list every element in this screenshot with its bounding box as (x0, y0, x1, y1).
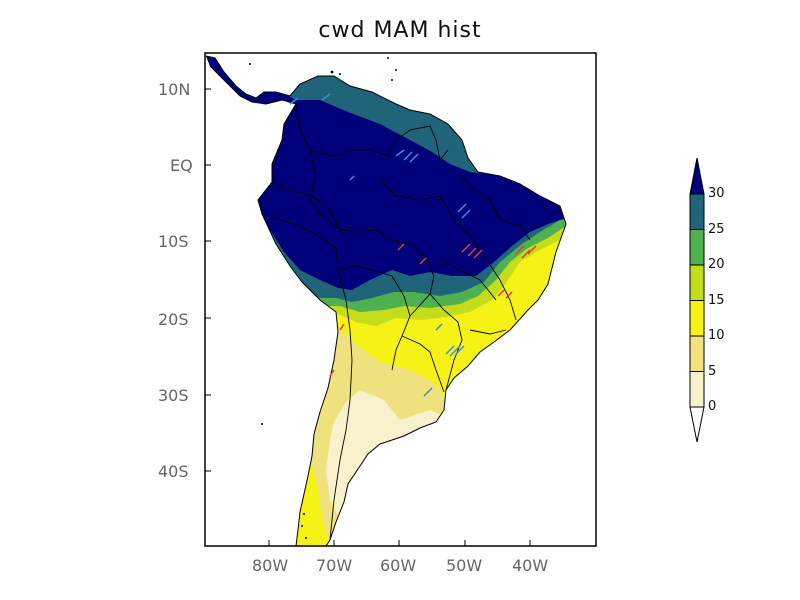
lon-tick-40w: 40W (512, 556, 549, 575)
colorbar-label-5: 5 (708, 364, 717, 379)
colorbar-label-0: 0 (708, 399, 717, 414)
lat-tick-marks (205, 88, 211, 472)
lon-tick-80w: 80W (252, 556, 289, 575)
country-borders (261, 103, 531, 541)
lon-tick-50w: 50W (446, 556, 483, 575)
map-frame (204, 52, 597, 547)
colorbar-bottom-arrow (689, 406, 705, 443)
coastline (205, 55, 567, 546)
colorbar-label-10: 10 (708, 328, 725, 343)
colorbar-box-0-5 (689, 371, 705, 408)
colorbar-box-10-15 (689, 300, 705, 337)
lat-tick-10n: 10N (158, 80, 191, 99)
lat-tick-40s: 40S (158, 462, 189, 481)
lon-tick-60w: 60W (380, 556, 417, 575)
colorbar-box-15-20 (689, 264, 705, 301)
lat-tick-10s: 10S (158, 232, 189, 251)
map-title: cwd MAM hist (318, 18, 482, 43)
stipple-blue (289, 93, 471, 397)
colorbar-box-5-10 (689, 335, 705, 372)
colorbar-box-20-25 (689, 229, 705, 266)
lon-tick-marks (268, 540, 531, 546)
stipple-red (329, 243, 537, 377)
colorbar-label-25: 25 (708, 222, 725, 237)
lat-tick-30s: 30S (158, 386, 189, 405)
colorbar-box-25-30 (689, 193, 705, 230)
lon-tick-70w: 70W (316, 556, 353, 575)
colorbar-label-30: 30 (708, 186, 725, 201)
lat-tick-20s: 20S (158, 310, 189, 329)
lat-tick-eq: EQ (170, 156, 193, 175)
islands (249, 57, 397, 539)
colorbar-label-20: 20 (708, 257, 725, 272)
colorbar-top-arrow (689, 157, 705, 195)
colorbar-label-15: 15 (708, 293, 725, 308)
colorbar (689, 157, 705, 443)
